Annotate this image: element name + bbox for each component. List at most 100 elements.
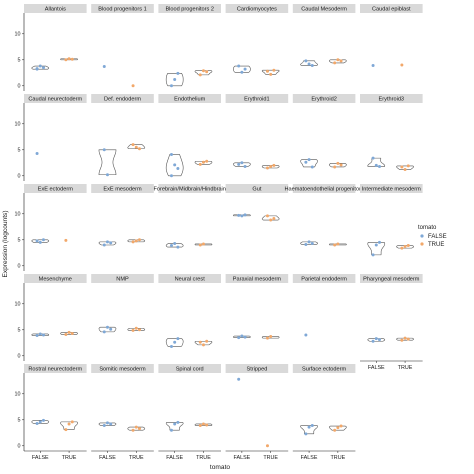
data-point-false bbox=[374, 163, 378, 167]
facet-label: Paraxial mesoderm bbox=[233, 276, 282, 282]
facet-label: Gut bbox=[252, 186, 261, 192]
data-point-false bbox=[243, 335, 247, 339]
facet-panel: Rostral neurectoderm 0 5 10 FALSE TRUE bbox=[15, 364, 87, 461]
data-point-true bbox=[70, 57, 74, 61]
data-point-false bbox=[102, 424, 106, 428]
panel-plot-area bbox=[31, 330, 78, 338]
data-point-false bbox=[169, 428, 173, 432]
violin-true bbox=[396, 337, 414, 341]
facet-panel: Stripped FALSE TRUE bbox=[225, 364, 289, 461]
facet-label: Caudal neurectoderm bbox=[28, 96, 82, 102]
data-point-false bbox=[169, 152, 173, 156]
violin-true bbox=[329, 425, 347, 431]
y-tick-label: 10 bbox=[15, 302, 21, 308]
facet-strip bbox=[158, 94, 221, 103]
facet-label: Cardiomyocytes bbox=[237, 6, 277, 12]
data-point-false bbox=[243, 213, 247, 217]
facet-strip bbox=[360, 94, 423, 103]
data-point-false bbox=[307, 425, 311, 429]
panel-plot-area bbox=[367, 336, 414, 343]
x-tick-label: FALSE bbox=[368, 365, 385, 371]
violin-false bbox=[165, 243, 184, 248]
facet-strip bbox=[24, 184, 87, 193]
data-point-false bbox=[307, 62, 311, 66]
data-point-false bbox=[41, 238, 45, 242]
facet-panel: Erythroid2 bbox=[292, 94, 356, 169]
data-point-false bbox=[169, 344, 173, 348]
panel-plot-area bbox=[102, 65, 135, 88]
violin-false bbox=[367, 157, 386, 167]
violin-false bbox=[98, 326, 117, 333]
facet-strip bbox=[158, 4, 221, 13]
panel-plot-area bbox=[35, 151, 39, 155]
data-point-false bbox=[240, 70, 244, 74]
data-point-true bbox=[201, 343, 205, 347]
data-point-true bbox=[339, 424, 343, 428]
data-point-true bbox=[137, 238, 141, 242]
y-tick-label: 0 bbox=[18, 444, 21, 450]
facet-panel: Erythroid1 bbox=[225, 94, 289, 170]
facet-strip bbox=[91, 274, 154, 283]
violin-true bbox=[60, 58, 78, 61]
data-point-false bbox=[243, 164, 247, 168]
violin-false bbox=[165, 338, 184, 347]
facet-label: Allantois bbox=[45, 6, 66, 12]
facet-panel: Def. endoderm bbox=[91, 94, 154, 177]
data-point-false bbox=[169, 84, 173, 88]
facet-label: Blood progenitors 2 bbox=[165, 6, 214, 12]
panel-plot-area bbox=[31, 57, 78, 71]
violin-true bbox=[60, 332, 78, 335]
legend-key-true bbox=[420, 242, 424, 246]
data-point-false bbox=[35, 421, 39, 425]
data-point-false bbox=[371, 64, 375, 68]
x-tick-label: FALSE bbox=[166, 455, 183, 461]
facet-panel: ExE mesoderm bbox=[91, 184, 154, 247]
violin-false bbox=[300, 60, 318, 66]
data-point-false bbox=[237, 377, 241, 381]
facet-panel: Gut bbox=[225, 184, 289, 222]
data-point-false bbox=[377, 240, 381, 244]
data-point-true bbox=[403, 245, 407, 249]
facet-label: Caudal epiblast bbox=[372, 6, 411, 12]
facet-panel: Endothelium bbox=[158, 94, 221, 178]
facet-label: Spinal cord bbox=[176, 366, 204, 372]
violin-false bbox=[367, 242, 386, 256]
y-tick-label: 5 bbox=[18, 238, 21, 244]
data-point-false bbox=[35, 151, 39, 155]
data-point-true bbox=[67, 57, 71, 61]
data-point-true bbox=[67, 330, 71, 334]
x-tick-label: FALSE bbox=[99, 455, 116, 461]
data-point-false bbox=[173, 78, 177, 82]
y-tick-label: 10 bbox=[15, 32, 21, 38]
data-point-false bbox=[105, 173, 109, 177]
panel-plot-area bbox=[31, 238, 68, 244]
facet-panel: Forebrain/Midbrain/Hindbrain bbox=[153, 184, 226, 249]
facet-strip bbox=[24, 4, 87, 13]
panel-plot-area bbox=[98, 325, 146, 334]
facet-label: Parietal endoderm bbox=[301, 276, 347, 282]
data-point-true bbox=[400, 338, 404, 342]
data-point-true bbox=[131, 328, 135, 332]
data-point-false bbox=[304, 242, 308, 246]
violin-true bbox=[194, 70, 213, 76]
data-point-false bbox=[237, 213, 241, 217]
data-point-false bbox=[41, 418, 45, 422]
panel-plot-area bbox=[165, 69, 213, 88]
legend: tomato FALSE TRUE bbox=[418, 225, 447, 248]
data-point-true bbox=[265, 444, 269, 448]
facet-label: Neural crest bbox=[175, 276, 206, 282]
facet-label: Intermediate mesoderm bbox=[362, 186, 421, 192]
facet-strip bbox=[292, 184, 356, 193]
x-axis-title: tomato bbox=[210, 464, 230, 471]
data-point-false bbox=[35, 239, 39, 243]
y-tick-label: 0 bbox=[18, 174, 21, 180]
y-tick-label: 5 bbox=[18, 418, 21, 424]
data-point-false bbox=[102, 330, 106, 334]
violin-false bbox=[165, 422, 184, 431]
violin-true bbox=[127, 327, 146, 331]
data-point-false bbox=[105, 325, 109, 329]
violin-false bbox=[165, 154, 184, 177]
violin-true bbox=[396, 245, 414, 249]
facet-strip bbox=[24, 94, 87, 103]
x-tick-label: TRUE bbox=[331, 455, 346, 461]
